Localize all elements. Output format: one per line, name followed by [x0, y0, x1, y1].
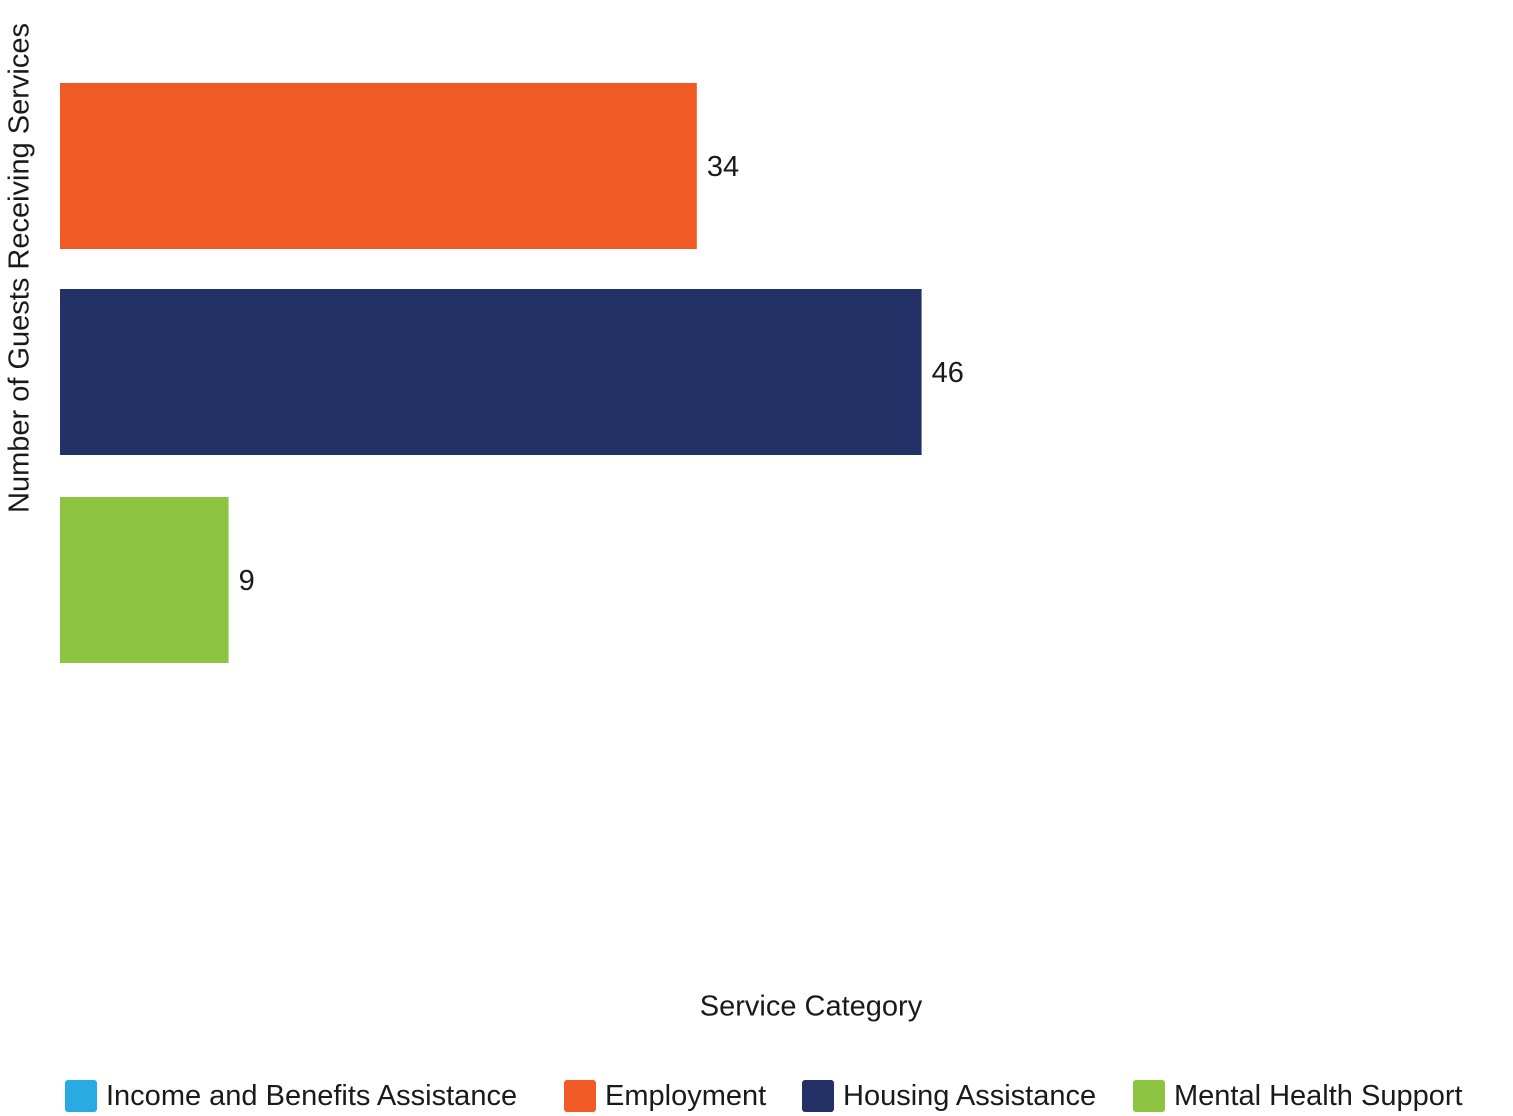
chart-legend: Income and Benefits Assistance Employmen…	[0, 1076, 1513, 1116]
legend-item-housing: Housing Assistance	[802, 1076, 1096, 1116]
legend-label-employment: Employment	[605, 1079, 767, 1112]
data-label-employment: 34	[707, 151, 739, 183]
bar-housing-assistance	[60, 289, 922, 455]
legend-label-income: Income and Benefits Assistance	[106, 1079, 518, 1112]
legend-swatch-employment	[564, 1080, 596, 1112]
bar-mental-health-support	[60, 497, 229, 663]
legend-swatch-income	[65, 1080, 97, 1112]
legend-label-housing: Housing Assistance	[843, 1079, 1097, 1112]
bar-employment	[60, 83, 697, 249]
legend-item-employment: Employment	[564, 1076, 766, 1116]
legend-item-mental-health: Mental Health Support	[1133, 1076, 1463, 1116]
x-axis-label: Service Category	[699, 990, 923, 1023]
legend-swatch-housing	[802, 1080, 834, 1112]
y-axis-label: Number of Guests Receiving Services	[3, 23, 36, 513]
data-label-mental-health-support: 9	[239, 565, 255, 597]
legend-label-mental-health: Mental Health Support	[1174, 1079, 1463, 1112]
legend-swatch-mental-health	[1133, 1080, 1165, 1112]
legend-item-income: Income and Benefits Assistance	[65, 1076, 517, 1116]
data-label-housing-assistance: 46	[932, 357, 964, 389]
